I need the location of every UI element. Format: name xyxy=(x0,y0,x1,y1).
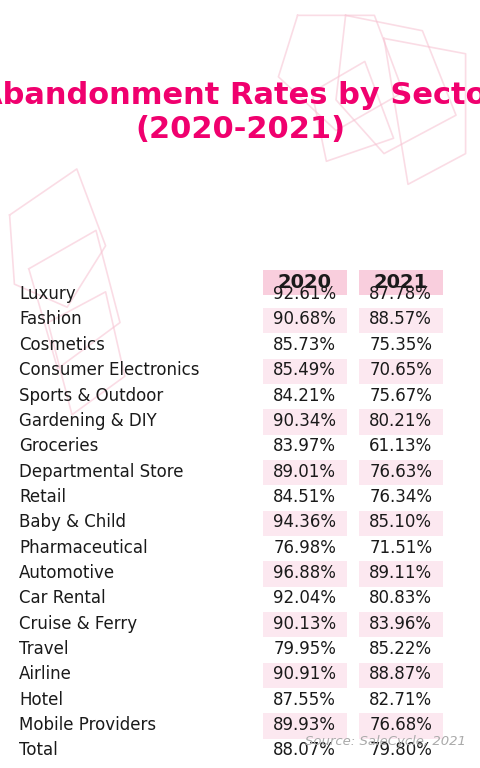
Bar xyxy=(263,409,347,435)
Text: 79.95%: 79.95% xyxy=(274,640,336,658)
Bar xyxy=(359,663,443,688)
Bar xyxy=(263,713,347,739)
Text: 87.55%: 87.55% xyxy=(274,690,336,709)
Text: 80.83%: 80.83% xyxy=(369,589,432,607)
Text: 2021: 2021 xyxy=(373,273,428,292)
Bar xyxy=(359,713,443,739)
Text: Travel: Travel xyxy=(19,640,69,658)
Bar xyxy=(359,359,443,384)
Bar xyxy=(263,460,347,485)
Text: 61.13%: 61.13% xyxy=(369,437,432,455)
Bar xyxy=(359,561,443,587)
Text: 76.98%: 76.98% xyxy=(274,538,336,557)
Text: 88.07%: 88.07% xyxy=(274,741,336,760)
Bar xyxy=(359,409,443,435)
Text: Consumer Electronics: Consumer Electronics xyxy=(19,361,200,379)
Bar xyxy=(359,270,443,296)
Text: Airline: Airline xyxy=(19,665,72,684)
Text: 82.71%: 82.71% xyxy=(369,690,432,709)
Text: 90.34%: 90.34% xyxy=(273,412,336,430)
Text: Sports & Outdoor: Sports & Outdoor xyxy=(19,386,164,405)
Text: 89.11%: 89.11% xyxy=(369,564,432,582)
Bar xyxy=(263,561,347,587)
Text: Pharmaceutical: Pharmaceutical xyxy=(19,538,148,557)
Text: Automotive: Automotive xyxy=(19,564,115,582)
Text: 85.49%: 85.49% xyxy=(274,361,336,379)
Text: 71.51%: 71.51% xyxy=(369,538,432,557)
Text: 89.01%: 89.01% xyxy=(273,462,336,481)
Bar xyxy=(263,511,347,536)
Text: Cruise & Ferry: Cruise & Ferry xyxy=(19,614,137,633)
Bar xyxy=(263,308,347,333)
Text: Fashion: Fashion xyxy=(19,310,82,329)
Text: 88.57%: 88.57% xyxy=(370,310,432,329)
Text: 75.35%: 75.35% xyxy=(369,336,432,354)
Bar xyxy=(263,359,347,384)
Bar xyxy=(263,270,347,296)
Text: 76.63%: 76.63% xyxy=(369,462,432,481)
Text: Total: Total xyxy=(19,741,58,760)
Text: Cosmetics: Cosmetics xyxy=(19,336,105,354)
Text: Source: SaleCycle, 2021: Source: SaleCycle, 2021 xyxy=(305,735,466,748)
Text: 85.22%: 85.22% xyxy=(369,640,432,658)
Text: 76.34%: 76.34% xyxy=(369,488,432,506)
Text: 83.97%: 83.97% xyxy=(273,437,336,455)
Text: 84.51%: 84.51% xyxy=(273,488,336,506)
Bar xyxy=(359,612,443,637)
Bar xyxy=(359,308,443,333)
Text: Luxury: Luxury xyxy=(19,285,76,303)
Text: 90.68%: 90.68% xyxy=(274,310,336,329)
Text: Car Rental: Car Rental xyxy=(19,589,106,607)
Text: Groceries: Groceries xyxy=(19,437,98,455)
Text: 83.96%: 83.96% xyxy=(369,614,432,633)
Text: 79.80%: 79.80% xyxy=(370,741,432,760)
Text: 92.61%: 92.61% xyxy=(273,285,336,303)
Text: 80.21%: 80.21% xyxy=(369,412,432,430)
Text: 76.68%: 76.68% xyxy=(370,716,432,734)
Bar xyxy=(359,511,443,536)
Text: 2020: 2020 xyxy=(278,273,332,292)
Text: 88.87%: 88.87% xyxy=(370,665,432,684)
Text: 92.04%: 92.04% xyxy=(273,589,336,607)
Text: 85.10%: 85.10% xyxy=(369,513,432,531)
Text: 84.21%: 84.21% xyxy=(273,386,336,405)
Text: 75.67%: 75.67% xyxy=(370,386,432,405)
Text: 85.73%: 85.73% xyxy=(273,336,336,354)
Text: 90.91%: 90.91% xyxy=(273,665,336,684)
Text: 96.88%: 96.88% xyxy=(274,564,336,582)
Text: 94.36%: 94.36% xyxy=(273,513,336,531)
Text: 89.93%: 89.93% xyxy=(273,716,336,734)
Text: Mobile Providers: Mobile Providers xyxy=(19,716,156,734)
Text: Retail: Retail xyxy=(19,488,66,506)
Bar xyxy=(359,460,443,485)
Text: Gardening & DIY: Gardening & DIY xyxy=(19,412,157,430)
Text: Departmental Store: Departmental Store xyxy=(19,462,184,481)
Text: Baby & Child: Baby & Child xyxy=(19,513,126,531)
Bar xyxy=(263,663,347,688)
Text: 87.78%: 87.78% xyxy=(370,285,432,303)
Text: Hotel: Hotel xyxy=(19,690,63,709)
Bar xyxy=(263,612,347,637)
Text: 70.65%: 70.65% xyxy=(370,361,432,379)
Text: 90.13%: 90.13% xyxy=(273,614,336,633)
Text: Abandonment Rates by Sector
(2020-2021): Abandonment Rates by Sector (2020-2021) xyxy=(0,81,480,144)
